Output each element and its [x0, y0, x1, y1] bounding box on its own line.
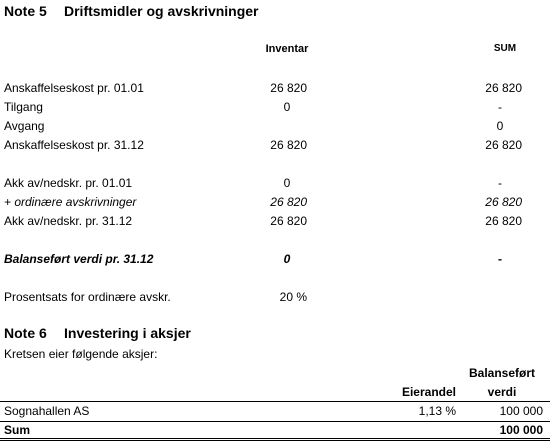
column-header: verdi	[487, 385, 517, 399]
cell: 0	[283, 252, 291, 266]
row-label: + ordinære avskrivninger	[4, 195, 137, 209]
column-header: Eierandel	[401, 385, 456, 399]
row-label: Anskaffelseskost pr. 31.12	[4, 138, 144, 152]
cell: 26 820	[485, 195, 522, 209]
cell: 1,13 %	[418, 404, 456, 418]
cell: 26 820	[270, 81, 307, 95]
row-label: Anskaffelseskost pr. 01.01	[4, 81, 144, 95]
cell: 0	[496, 119, 504, 133]
cell: 26 820	[270, 195, 307, 209]
cell: 26 820	[485, 214, 522, 228]
note-number: Note 6	[4, 325, 47, 341]
row-label: Tilgang	[4, 100, 43, 114]
row-label: Akk av/nedskr. pr. 01.01	[4, 176, 133, 190]
cell: -	[498, 252, 502, 266]
rule	[0, 401, 550, 402]
column-header: Balanseført	[468, 366, 536, 380]
cell: 20 %	[279, 290, 307, 304]
rule	[0, 438, 550, 441]
row-label: Prosentsats for ordinære avskr.	[4, 290, 171, 304]
cell: -	[498, 100, 502, 114]
cell: 26 820	[485, 81, 522, 95]
note-number: Note 5	[4, 3, 47, 19]
row-label: Balanseført verdi pr. 31.12	[4, 252, 154, 266]
rule	[0, 421, 550, 422]
column-header: Inventar	[265, 43, 309, 55]
cell: 0	[283, 176, 291, 190]
cell: 0	[283, 100, 291, 114]
intro: Kretsen eier følgende aksjer:	[4, 347, 158, 361]
note-title: Driftsmidler og avskrivninger	[64, 3, 259, 19]
cell: -	[498, 176, 502, 190]
cell: 26 820	[270, 138, 307, 152]
cell: 100 000	[499, 404, 543, 418]
row-label: Akk av/nedskr. pr. 31.12	[4, 214, 133, 228]
total-label: Sum	[4, 423, 31, 437]
cell: 26 820	[270, 214, 307, 228]
cell: 26 820	[485, 138, 522, 152]
row-label: Avgang	[4, 119, 45, 133]
note-title: Investering i aksjer	[64, 325, 191, 341]
row-label: Sognahallen AS	[4, 404, 90, 418]
total-value: 100 000	[499, 423, 543, 437]
column-header: SUM	[493, 43, 517, 54]
